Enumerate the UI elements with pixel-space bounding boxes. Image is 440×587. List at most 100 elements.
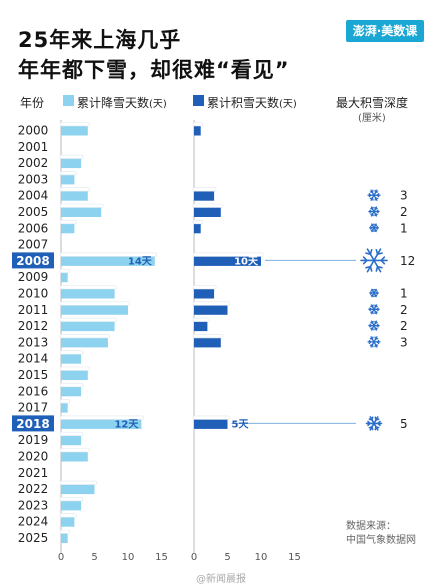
snow-cap xyxy=(59,301,131,306)
year-label: 2009 xyxy=(18,270,49,284)
depth-value: 2 xyxy=(400,319,408,333)
year-label: 2024 xyxy=(18,515,49,529)
snowfall-bar xyxy=(61,206,102,217)
snowfall-tick-label: 5 xyxy=(91,552,97,563)
logo: 澎湃·美数课 xyxy=(346,20,424,42)
snowflake-icon xyxy=(360,248,388,273)
watermark: @新闻晨报 xyxy=(196,574,246,585)
source-label: 数据来源： xyxy=(346,521,396,532)
depth-value: 1 xyxy=(400,221,408,235)
snow-cap xyxy=(59,187,91,192)
snow-cap xyxy=(59,154,84,159)
snow-cap xyxy=(192,203,224,208)
snowflake-icon xyxy=(368,206,380,217)
depth-value: 1 xyxy=(400,287,408,301)
snowcover-bar xyxy=(194,206,221,217)
year-label: 2018 xyxy=(16,417,49,431)
year-label: 2016 xyxy=(18,384,49,398)
snow-cap xyxy=(192,415,230,420)
snowflake-icon xyxy=(368,320,380,331)
snowcover-data-label: 5天 xyxy=(232,418,250,430)
snow-cap xyxy=(59,529,70,534)
snowcover-bar xyxy=(194,417,228,429)
snow-cap xyxy=(192,220,203,225)
snowfall-bar xyxy=(61,515,75,527)
snowcover-bar xyxy=(194,124,201,136)
snowcover-bar xyxy=(194,287,215,299)
snow-cap xyxy=(59,497,84,502)
snowfall-bar xyxy=(61,287,115,299)
snowcover-tick-label: 5 xyxy=(224,552,230,563)
title-line-2: 年年都下雪，却很难“看见” xyxy=(18,58,290,82)
year-label: 2003 xyxy=(18,172,49,186)
header-snowcover-label: 累计积雪天数 xyxy=(207,96,280,110)
year-label: 2008 xyxy=(16,254,49,268)
year-label: 2020 xyxy=(18,450,49,464)
snowfall-bar xyxy=(61,401,68,413)
snow-cap xyxy=(59,382,84,388)
year-label: 2014 xyxy=(18,352,49,366)
snowfall-bar xyxy=(61,483,95,495)
snow-cap xyxy=(59,448,91,453)
snow-cap xyxy=(59,334,111,339)
snowfall-bar xyxy=(61,336,108,348)
snowflake-icon xyxy=(367,336,381,348)
snowfall-bar xyxy=(61,417,142,429)
year-label: 2004 xyxy=(18,189,49,203)
header-snowfall-unit: (天) xyxy=(149,99,167,110)
snowfall-bar xyxy=(61,254,155,266)
snowfall-data-label: 12天 xyxy=(114,418,139,430)
snow-cap xyxy=(59,513,77,518)
snowcover-tick-label: 15 xyxy=(288,552,301,563)
snowfall-tick-label: 0 xyxy=(58,552,64,563)
snow-cap xyxy=(192,187,217,192)
snow-cap xyxy=(59,366,91,371)
year-label: 2021 xyxy=(18,466,49,480)
snow-cap xyxy=(192,334,224,339)
year-label: 2013 xyxy=(18,335,49,349)
snowflake-icon xyxy=(365,416,383,431)
year-highlight-bg xyxy=(12,252,54,269)
snowflake-icon xyxy=(368,304,380,315)
legend-snowfall-swatch xyxy=(63,95,74,106)
snowfall-bar xyxy=(61,303,128,315)
snow-cap xyxy=(59,480,97,485)
snowcover-tick-label: 0 xyxy=(191,552,197,563)
source-value: 中国气象数据网 xyxy=(346,535,416,546)
year-label: 2015 xyxy=(18,368,49,382)
snowfall-bar xyxy=(61,173,75,185)
header-snowfall: 累计降雪天数(天) xyxy=(77,94,167,111)
year-label: 2019 xyxy=(18,433,49,447)
legend-snowcover-swatch xyxy=(193,95,204,106)
snow-cap xyxy=(59,285,117,290)
depth-value: 3 xyxy=(400,335,408,349)
year-label: 2010 xyxy=(18,287,49,301)
year-label: 2022 xyxy=(18,482,49,496)
header-depth-unit: (厘米) xyxy=(358,113,386,124)
snow-cap xyxy=(59,399,70,404)
snowfall-bar xyxy=(61,189,88,201)
snowfall-bar xyxy=(61,124,88,136)
year-label: 2006 xyxy=(18,221,49,235)
snowfall-bar xyxy=(61,499,82,511)
snow-cap xyxy=(59,220,77,225)
snow-cap xyxy=(59,252,158,257)
year-label: 2017 xyxy=(18,401,49,415)
year-label: 2005 xyxy=(18,205,49,219)
year-label: 2000 xyxy=(18,124,49,138)
depth-value: 12 xyxy=(400,254,415,268)
snowcover-bar xyxy=(194,303,228,315)
snowfall-bar xyxy=(61,157,82,169)
header-depth: 最大积雪深度 xyxy=(336,96,409,110)
snowfall-data-label: 14天 xyxy=(128,255,153,267)
snowfall-bar xyxy=(61,320,115,332)
snowfall-bar xyxy=(61,222,75,234)
header-snowcover: 累计积雪天数(天) xyxy=(207,94,297,111)
snowcover-tick-label: 10 xyxy=(255,552,268,563)
header-snowcover-unit: (天) xyxy=(279,99,297,110)
snowflake-icon xyxy=(369,223,379,233)
year-label: 2001 xyxy=(18,140,49,154)
year-label: 2002 xyxy=(18,156,49,170)
snow-cap xyxy=(59,350,84,355)
